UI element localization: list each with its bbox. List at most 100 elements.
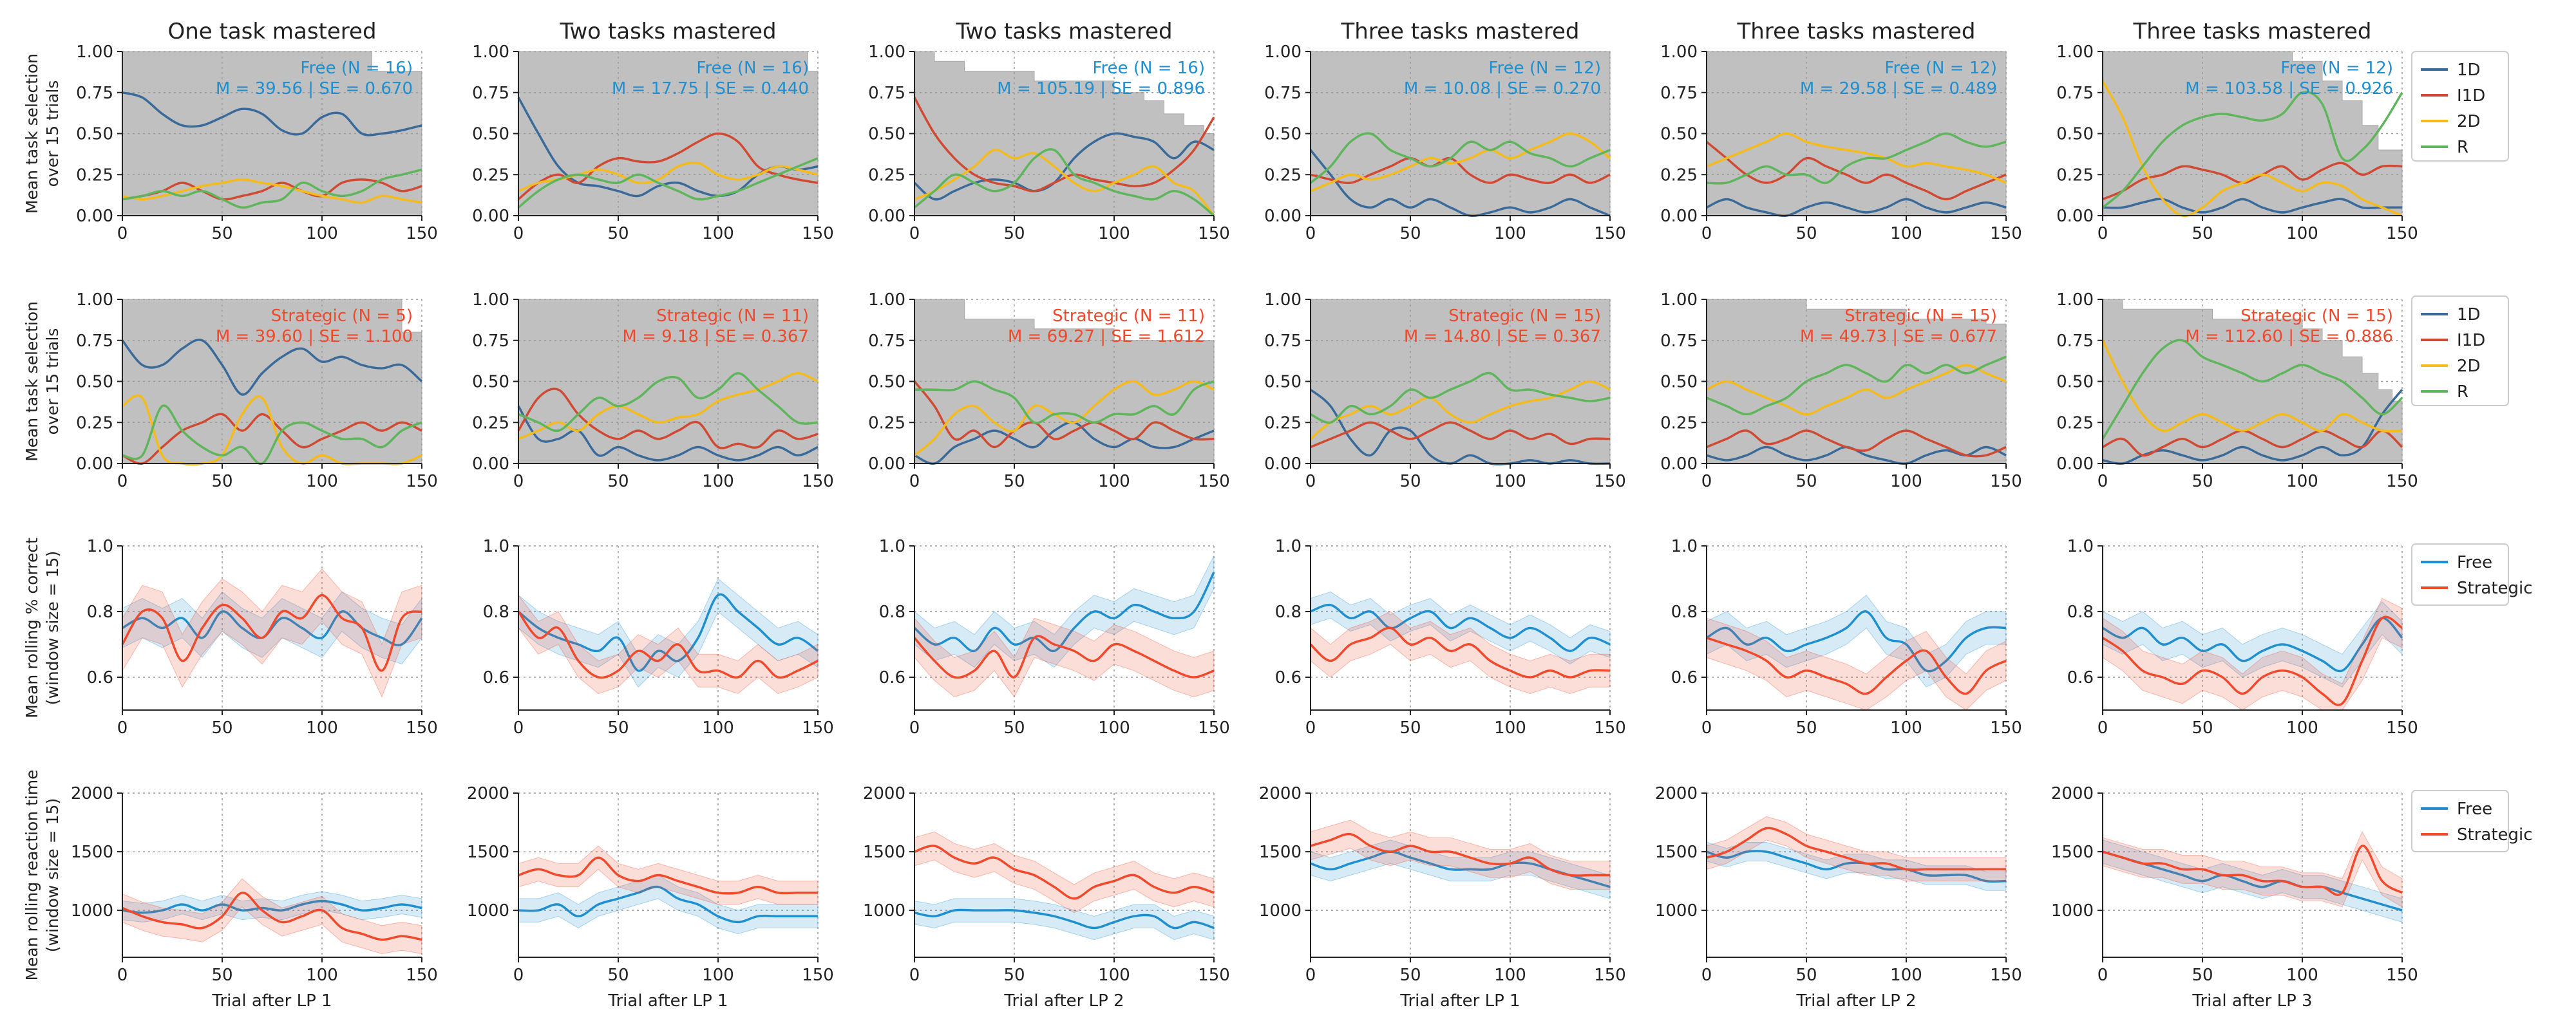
series-line-strategic [517,610,819,679]
x-tick-label: 50 [1003,472,1025,491]
y-tick-label: 0.8 [87,603,113,622]
series-line-r [1309,132,1611,184]
x-tick-label: 0 [909,224,920,243]
x-tick-label: 0 [513,224,524,243]
x-tick-label: 100 [1494,472,1526,491]
x-tick-label: 150 [802,224,834,243]
x-tick-label: 150 [1594,718,1626,738]
x-tick-label: 100 [306,472,338,491]
row-label-line2: (window size = 15) [43,798,62,952]
series-line-i1d [913,380,1215,449]
y-tick-label: 0.8 [483,603,509,622]
y-tick-label: 0.00 [1660,454,1698,474]
x-tick-label: 100 [2286,966,2318,985]
series-line-i1d [1706,429,2007,458]
y-tick-label: 1.00 [76,42,113,62]
x-tick-label: 50 [211,966,232,985]
annotation-group-n: Strategic (N = 15) [1448,306,1601,326]
series-line-r [518,372,819,432]
y-tick-label: 2000 [467,784,509,803]
x-tick-label: 50 [1003,224,1025,243]
series-line-strategic [2102,845,2403,896]
y-tick-label: 0.50 [1264,373,1302,392]
panel-reaction_time-4: 0 50 100 150 1000 1500 2000 Trial after LP 1 [1259,784,1626,1011]
y-tick-label: 1.00 [472,290,509,310]
panel-accuracy-1: 0 50 100 150 0.6 0.8 1.0 [87,537,438,738]
x-tick-label: 50 [607,472,629,491]
y-tick-label: 0.25 [1660,165,1698,185]
annotation-mean-se: M = 112.60 | SE = 0.886 [2185,327,2393,346]
x-tick-label: 0 [909,472,920,491]
y-tick-label: 1.00 [1264,42,1302,62]
column-title: Three tasks mastered [2133,19,2372,44]
x-tick-label: 150 [1198,472,1230,491]
legend-label: Free [2457,553,2492,572]
column-title: Two tasks mastered [559,19,776,44]
annotation-mean-se: M = 105.19 | SE = 0.896 [997,79,1205,98]
y-tick-label: 0.8 [1275,603,1302,622]
legend-label: Strategic [2457,825,2533,845]
x-tick-label: 150 [1594,966,1626,985]
x-tick-label: 150 [1990,718,2022,738]
x-tick-label: 150 [1990,966,2022,985]
annotation-group-n: Strategic (N = 5) [271,306,413,326]
series-line-i1d [122,178,422,201]
x-tick-label: 50 [1795,966,1817,985]
series-line-i1d [517,388,819,449]
x-tick-label: 0 [1701,966,1712,985]
row-label-line1: Mean rolling % correct [23,538,41,718]
x-tick-label: 150 [406,718,438,738]
ci-band-free [2102,839,2403,923]
x-tick-label: 100 [2286,472,2318,491]
x-tick-label: 0 [1305,472,1316,491]
x-tick-label: 50 [2192,966,2213,985]
y-tick-label: 0.00 [76,207,113,226]
y-tick-label: 1.0 [87,537,113,556]
ci-band-strategic [518,594,819,695]
series-line-2d [914,149,1215,217]
x-tick-label: 50 [2192,472,2213,491]
y-tick-label: 0.6 [483,668,509,688]
x-tick-label: 100 [1494,224,1526,243]
x-tick-label: 100 [2286,224,2318,243]
series-line-r [914,380,1215,424]
y-tick-label: 0.50 [472,373,509,392]
y-tick-label: 0.75 [868,332,905,351]
legend-tasks-strategic: 1D I1D 2D R [2411,295,2509,406]
x-tick-label: 150 [1594,472,1626,491]
y-tick-label: 0.25 [868,165,905,185]
y-tick-label: 0.00 [868,454,905,474]
ci-band-strategic [1706,816,2007,882]
series-line-2d [1310,132,1611,192]
x-tick-label: 150 [406,472,438,491]
series-line-1d [1309,388,1611,465]
series-line-strategic [1310,832,1610,877]
x-tick-label: 0 [513,718,524,738]
panel-task_selection-4: 0 50 100 150 0.00 0.25 0.50 0.75 1.00 Free (N = 1… [1264,42,1626,243]
y-tick-label: 2000 [863,784,905,803]
annotation-group-n: Free (N = 12) [1884,59,1997,78]
y-tick-label: 0.50 [1264,125,1302,144]
x-tick-label: 100 [1098,718,1130,738]
series-line-1d [913,132,1215,201]
y-tick-label: 0.25 [2056,413,2094,433]
x-tick-label: 100 [1098,224,1130,243]
x-tick-label: 100 [1890,472,1922,491]
series-line-free [122,610,423,646]
panel-accuracy-4: 0 50 100 150 0.6 0.8 1.0 [1275,537,1626,738]
series-line-free [913,572,1215,652]
series-line-free [914,908,1215,930]
ci-band-free [122,891,422,922]
x-tick-label: 100 [2286,718,2318,738]
x-tick-label: 0 [2098,966,2108,985]
y-tick-label: 1.00 [868,42,905,62]
annotation-mean-se: M = 39.60 | SE = 1.100 [216,327,413,346]
series-line-2d [2101,340,2403,433]
ci-band-strategic [1310,611,1611,695]
x-tick-label: 0 [909,718,920,738]
series-line-free [122,899,422,914]
y-tick-label: 1.0 [1671,537,1698,556]
legend-groups-accuracy: Free Strategic [2411,543,2533,606]
y-tick-label: 1.00 [2056,42,2094,62]
